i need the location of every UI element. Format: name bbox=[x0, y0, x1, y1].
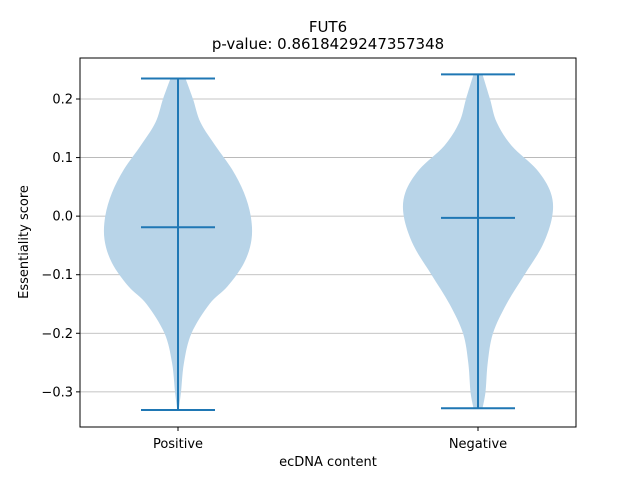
y-tick-label: −0.2 bbox=[41, 327, 73, 342]
y-tick-label: 0.2 bbox=[52, 93, 73, 108]
plot-frame bbox=[79, 57, 577, 428]
x-axis-label: ecDNA content bbox=[279, 455, 377, 470]
y-tick-label: 0.0 bbox=[52, 210, 73, 225]
chart-subtitle: p-value: 0.8618429247357348 bbox=[212, 35, 444, 53]
chart-title: FUT6 bbox=[309, 18, 347, 36]
violin-stat-lines bbox=[141, 73, 515, 412]
x-tick-label: Negative bbox=[449, 437, 507, 452]
y-tick-label: −0.1 bbox=[41, 268, 73, 283]
y-tick-label: −0.3 bbox=[41, 385, 73, 400]
y-axis-ticks: −0.3 −0.2 −0.1 0.0 0.1 0.2 bbox=[41, 93, 80, 400]
x-tick-label: Positive bbox=[153, 437, 203, 452]
y-tick-label: 0.1 bbox=[52, 151, 73, 166]
x-axis-ticks: Positive Negative bbox=[153, 427, 507, 452]
violin-bodies bbox=[103, 74, 554, 411]
y-axis-label: Essentiality score bbox=[17, 185, 32, 299]
